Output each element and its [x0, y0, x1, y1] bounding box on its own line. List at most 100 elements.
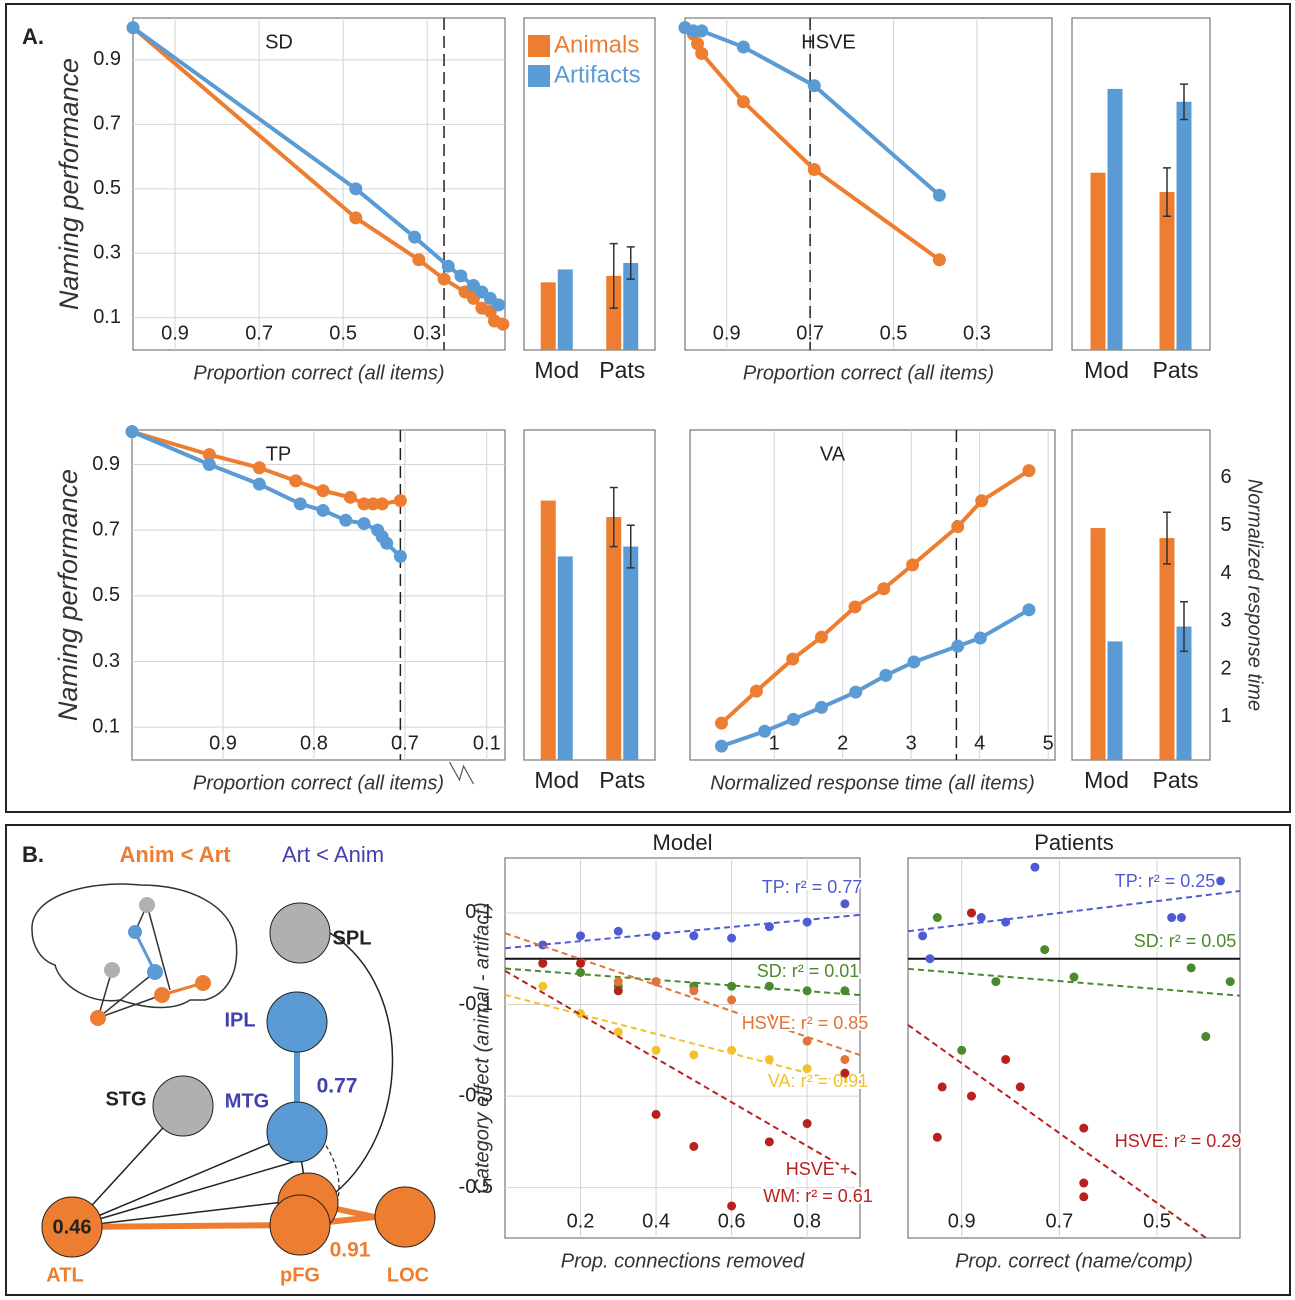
point: [933, 913, 942, 922]
annotation: VA: r² = 0.91: [768, 1071, 868, 1091]
point: [1079, 1192, 1088, 1201]
bar: [606, 517, 621, 760]
node-label: pFG: [280, 1264, 320, 1286]
point: [765, 922, 774, 931]
point: [786, 653, 799, 666]
x-tick-label: 0.5: [880, 322, 908, 344]
point: [1201, 1032, 1210, 1041]
bar: [1091, 173, 1106, 350]
y-tick-label: 0.7: [92, 518, 120, 540]
point: [727, 995, 736, 1004]
x-tick-label: Mod: [534, 357, 579, 383]
y-tick-label: 0.9: [93, 48, 121, 70]
y-tick-label: 4: [1220, 562, 1231, 584]
point: [951, 520, 964, 533]
point: [840, 1069, 849, 1078]
plot-frame: [908, 858, 1240, 1238]
chart: ModPats: [524, 430, 655, 793]
point: [991, 977, 1000, 986]
network-node: [267, 1102, 327, 1162]
point: [815, 631, 828, 644]
point: [289, 474, 302, 487]
point: [538, 959, 547, 968]
point: [918, 931, 927, 940]
annotation: HSVE: r² = 0.85: [742, 1013, 869, 1033]
point: [840, 1055, 849, 1064]
x-axis-label: Normalized response time (all items): [710, 772, 1035, 794]
edge-label: 0.46: [53, 1216, 92, 1238]
chart-title: Model: [653, 830, 713, 855]
point: [938, 1082, 947, 1091]
bar: [558, 556, 573, 760]
point: [925, 954, 934, 963]
point: [689, 931, 698, 940]
point: [787, 713, 800, 726]
point: [750, 685, 763, 698]
x-tick-label: 0.9: [713, 322, 741, 344]
point: [1040, 945, 1049, 954]
y-axis-label: Naming performance: [53, 469, 83, 721]
point: [394, 550, 407, 563]
x-axis-label: Prop. connections removed: [561, 1250, 805, 1272]
node-label: IPL: [224, 1009, 255, 1031]
point: [1167, 913, 1176, 922]
point: [715, 717, 728, 730]
legend-label: Animals: [554, 31, 639, 58]
brain-node: [147, 964, 163, 980]
point: [126, 425, 139, 438]
figure: A. B. 0.90.70.50.30.90.70.50.30.1SDPropo…: [0, 0, 1295, 1300]
bar: [541, 501, 556, 760]
y-tick-label: 0.7: [93, 113, 121, 135]
bar: [623, 547, 638, 760]
point: [294, 497, 307, 510]
point: [317, 484, 330, 497]
point: [933, 1133, 942, 1142]
y-tick-label: 0.3: [93, 242, 121, 264]
brain-node: [128, 925, 142, 939]
brain-node: [104, 962, 120, 978]
node-label: STG: [105, 1088, 146, 1110]
chart: 12345VANormalized response time (all ite…: [690, 430, 1055, 794]
point: [652, 931, 661, 940]
point: [840, 899, 849, 908]
point: [1001, 918, 1010, 927]
x-tick-label: 0.8: [300, 732, 328, 754]
point: [442, 260, 455, 273]
point: [877, 582, 890, 595]
point: [975, 494, 988, 507]
chart-title: Patients: [1034, 830, 1114, 855]
point: [1030, 863, 1039, 872]
x-axis-label: Prop. correct (name/comp): [955, 1250, 1193, 1272]
x-tick-label: Mod: [534, 767, 579, 793]
point: [765, 1055, 774, 1064]
y-tick-label: 6: [1220, 466, 1231, 488]
annotation: HSVE: r² = 0.29: [1115, 1131, 1242, 1151]
chart: 0.90.70.5PatientsProp. correct (name/com…: [908, 830, 1241, 1272]
point: [1016, 1082, 1025, 1091]
x-tick-label: 0.1: [473, 732, 501, 754]
point: [253, 461, 266, 474]
point: [652, 977, 661, 986]
x-tick-label: 0.9: [948, 1210, 976, 1232]
x-axis-label: Proportion correct (all items): [193, 362, 444, 384]
point: [380, 537, 393, 550]
point: [394, 494, 407, 507]
point: [454, 269, 467, 282]
legend-swatch: [528, 35, 550, 57]
point: [496, 318, 509, 331]
point: [1070, 973, 1079, 982]
y-axis-label: Naming performance: [54, 58, 84, 310]
point: [652, 1110, 661, 1119]
x-tick-label: 0.5: [329, 322, 357, 344]
point: [695, 24, 708, 37]
legend-label: Artifacts: [554, 61, 641, 88]
point: [576, 959, 585, 968]
bar: [1160, 538, 1175, 760]
network-node: [270, 1195, 330, 1255]
point: [492, 298, 505, 311]
y-axis-label: Category effect (animal - artifact): [471, 902, 493, 1193]
point: [357, 517, 370, 530]
point: [576, 968, 585, 977]
point: [765, 982, 774, 991]
